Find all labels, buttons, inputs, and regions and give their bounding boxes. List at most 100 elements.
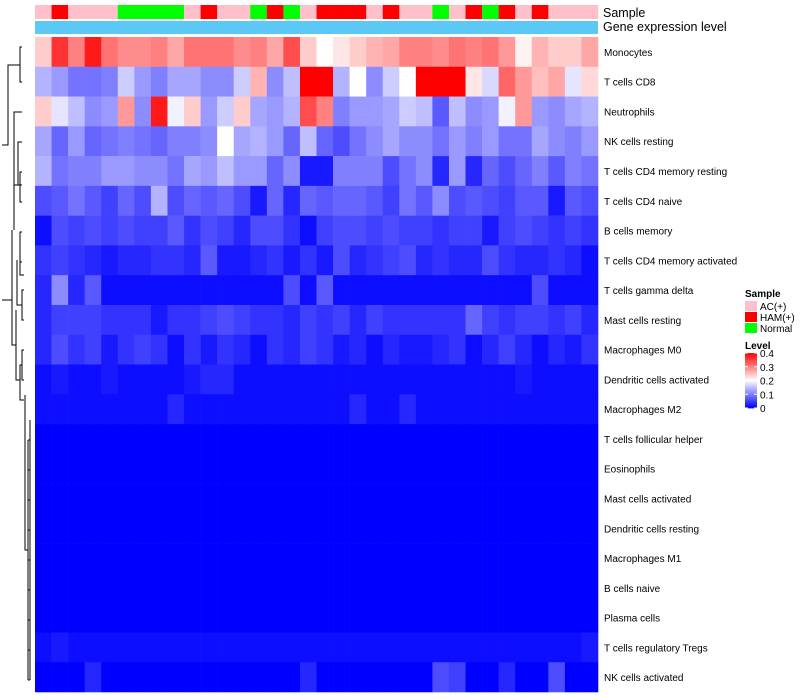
heatmap-cell xyxy=(366,37,384,68)
heatmap-cell xyxy=(349,483,367,514)
heatmap-cell xyxy=(150,662,168,693)
heatmap-cell xyxy=(217,304,235,336)
heatmap-cell xyxy=(448,394,466,425)
heatmap-cell xyxy=(482,304,499,336)
heatmap-cell xyxy=(68,215,85,246)
row-dendrogram xyxy=(2,46,31,681)
heatmap-cell xyxy=(266,662,284,693)
heatmap-cell xyxy=(101,394,119,425)
heatmap-cell xyxy=(316,275,334,306)
heatmap-cell xyxy=(333,662,350,693)
heatmap-cell xyxy=(150,96,168,127)
heatmap-cell xyxy=(366,185,384,216)
heatmap-cell xyxy=(482,156,499,187)
heatmap-cell xyxy=(200,126,218,157)
gradient-step xyxy=(745,364,757,366)
heatmap-cell xyxy=(250,424,268,455)
heatmap-cell xyxy=(548,364,566,395)
heatmap-cell xyxy=(200,215,218,246)
heatmap-cell xyxy=(184,572,201,603)
heatmap-cell xyxy=(382,245,400,276)
heatmap-cell xyxy=(448,334,466,365)
heatmap-cell xyxy=(101,96,119,127)
heatmap-cell xyxy=(349,453,367,484)
sample-annotation-cell xyxy=(200,5,218,19)
heatmap-cell xyxy=(184,334,201,365)
gradient-step xyxy=(745,381,757,384)
heatmap-cell xyxy=(200,662,218,693)
heatmap-cell xyxy=(299,483,317,514)
gradient-step xyxy=(745,386,757,388)
heatmap-cell xyxy=(349,96,367,127)
gradient-step xyxy=(745,372,757,375)
heatmap-cell xyxy=(84,513,102,544)
gradient-step xyxy=(745,380,757,383)
heatmap-cell xyxy=(35,543,52,574)
heatmap-cell xyxy=(548,513,566,544)
gradient-step xyxy=(745,390,757,392)
heatmap-cell xyxy=(200,543,218,574)
heatmap-cell xyxy=(184,156,201,187)
heatmap-cell xyxy=(415,96,433,127)
row-label: Macrophages M2 xyxy=(604,405,682,416)
sample-annotation-bar xyxy=(35,5,599,19)
sample-annotation-cell xyxy=(465,5,483,19)
heatmap-cell xyxy=(316,572,334,603)
heatmap-cell xyxy=(432,572,450,603)
sample-annotation-cell xyxy=(498,5,516,19)
heatmap-cell xyxy=(84,275,102,306)
heatmap-cell xyxy=(250,572,268,603)
heatmap-cell xyxy=(581,394,599,425)
heatmap-cell xyxy=(333,632,350,663)
heatmap-cell xyxy=(432,483,450,514)
gradient-step xyxy=(745,395,757,398)
heatmap-cell xyxy=(399,275,417,306)
heatmap-cell xyxy=(349,364,367,395)
heatmap-cell xyxy=(233,483,251,514)
heatmap-cell xyxy=(515,543,533,574)
heatmap-cell xyxy=(531,304,549,336)
heatmap-cell xyxy=(482,185,499,216)
sample-annotation-cell xyxy=(415,5,433,19)
heatmap-cell xyxy=(150,632,168,663)
heatmap-cell xyxy=(51,96,69,127)
heatmap-cell xyxy=(233,126,251,157)
heatmap-cell xyxy=(564,662,582,693)
heatmap-cell xyxy=(184,394,201,425)
heatmap-cell xyxy=(167,215,185,246)
legend-label: HAM(+) xyxy=(760,313,795,324)
heatmap-cell xyxy=(299,275,317,306)
heatmap-cell xyxy=(299,126,317,157)
heatmap-cell xyxy=(117,185,135,216)
heatmap-cell xyxy=(51,483,69,514)
heatmap-cell xyxy=(498,513,516,544)
heatmap-cell xyxy=(399,483,417,514)
heatmap-cell xyxy=(283,185,301,216)
heatmap-cell xyxy=(382,215,400,246)
heatmap-cell xyxy=(233,96,251,127)
heatmap-cell xyxy=(366,572,384,603)
heatmap-cell xyxy=(200,513,218,544)
heatmap-cell xyxy=(415,632,433,663)
heatmap-cell xyxy=(515,424,533,455)
heatmap-cell xyxy=(134,156,152,187)
row-label: Neutrophils xyxy=(604,107,655,118)
heatmap-cell xyxy=(101,126,119,157)
sample-annotation-cell xyxy=(515,5,533,19)
heatmap-cell xyxy=(184,96,201,127)
heatmap-cell xyxy=(316,304,334,336)
heatmap-cell xyxy=(399,572,417,603)
sample-annotation-cell xyxy=(283,5,301,19)
heatmap-cell xyxy=(432,275,450,306)
heatmap-cell xyxy=(564,275,582,306)
heatmap-cell xyxy=(84,96,102,127)
expression-annotation-bar xyxy=(35,21,598,34)
heatmap-cell xyxy=(465,572,483,603)
heatmap-cell xyxy=(167,543,185,574)
sample-annotation-cell xyxy=(35,5,52,19)
heatmap-cell xyxy=(465,126,483,157)
heatmap-cell xyxy=(564,632,582,663)
heatmap-cell xyxy=(564,602,582,633)
heatmap-cell xyxy=(482,543,499,574)
heatmap-cell xyxy=(217,37,235,68)
